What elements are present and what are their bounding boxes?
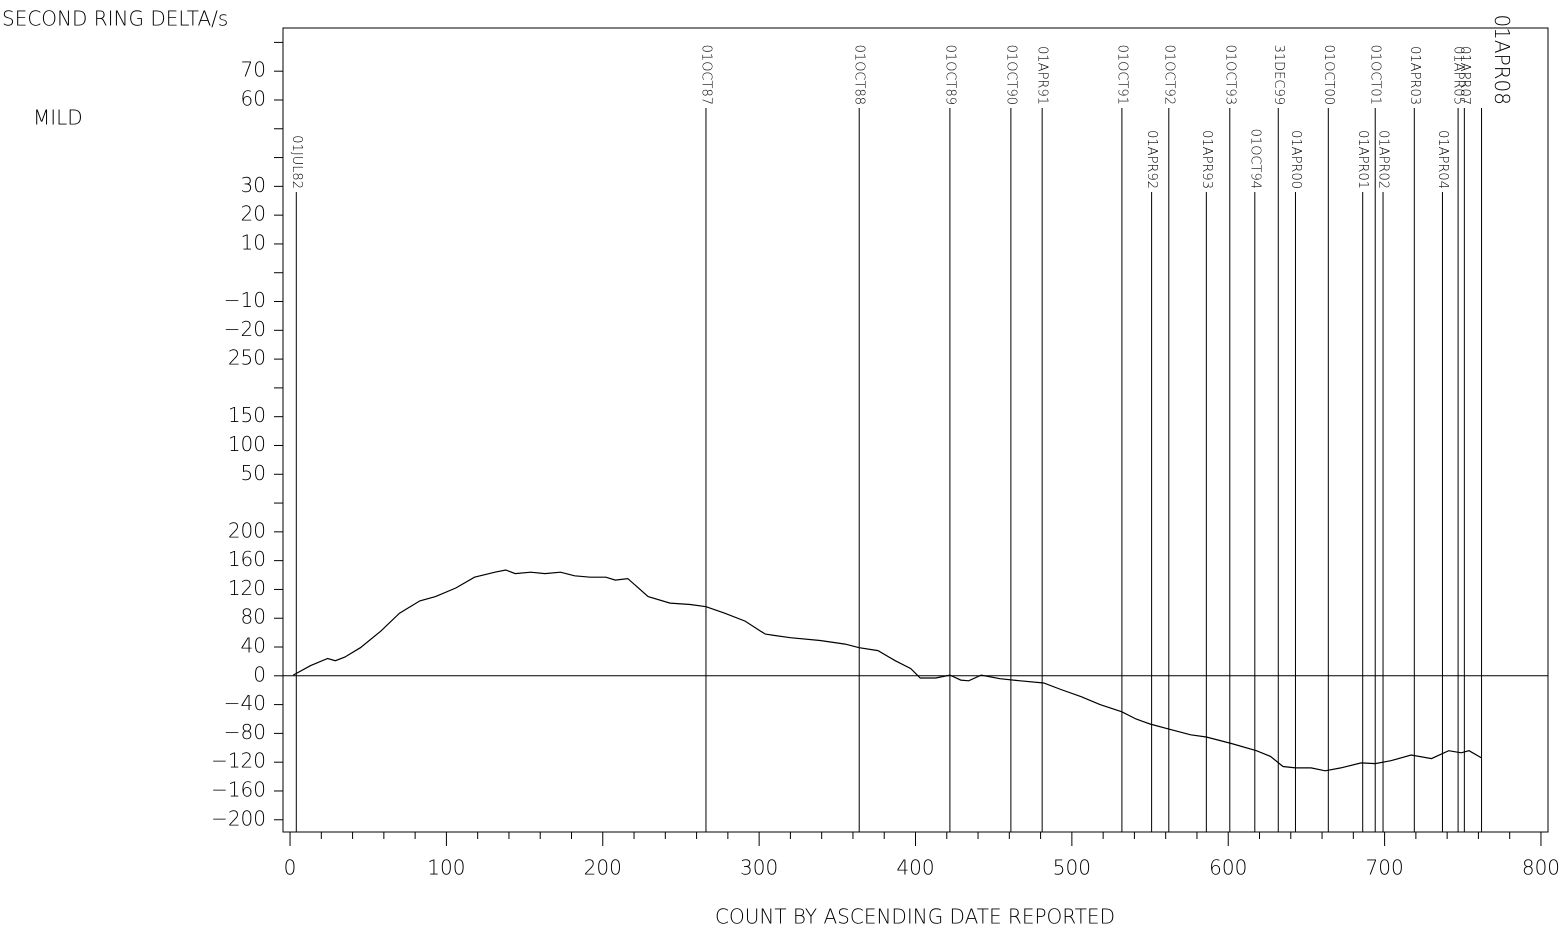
event-label: 01OCT93 bbox=[1222, 45, 1237, 105]
x-tick-label: 300 bbox=[740, 856, 778, 880]
event-label: 01APR05 bbox=[1451, 46, 1466, 105]
y-tick-label: −80 bbox=[224, 720, 266, 744]
event-label: 01APR00 bbox=[1288, 130, 1303, 189]
event-label: 01OCT91 bbox=[1114, 45, 1129, 105]
x-tick-label: 200 bbox=[584, 856, 622, 880]
y-tick-label: 100 bbox=[228, 432, 266, 456]
event-label: 01OCT92 bbox=[1161, 45, 1176, 105]
y-tick-label: 40 bbox=[241, 634, 266, 658]
event-label: 01OCT88 bbox=[852, 45, 867, 105]
event-label: 01APR07 bbox=[1457, 46, 1472, 105]
event-label: 31DEC99 bbox=[1271, 45, 1286, 105]
event-label: 01OCT00 bbox=[1321, 45, 1336, 105]
y-tick-label: −200 bbox=[211, 806, 266, 830]
y-tick-label: 60 bbox=[241, 86, 266, 110]
y-tick-label: 120 bbox=[228, 576, 266, 600]
y-tick-label: 150 bbox=[228, 403, 266, 427]
event-label: 01OCT87 bbox=[698, 45, 713, 105]
event-label: 01APR04 bbox=[1435, 130, 1450, 189]
x-tick-label: 400 bbox=[896, 856, 934, 880]
x-axis-label: COUNT BY ASCENDING DATE REPORTED bbox=[715, 905, 1115, 929]
y-tick-label: −160 bbox=[211, 777, 266, 801]
x-tick-label: 600 bbox=[1209, 856, 1247, 880]
y-tick-label: 250 bbox=[228, 346, 266, 370]
x-tick-label: 100 bbox=[427, 856, 465, 880]
y-tick-label: 0 bbox=[253, 662, 266, 686]
y-tick-label: 10 bbox=[241, 230, 266, 254]
x-tick-label: 800 bbox=[1522, 856, 1560, 880]
y-tick-label: 70 bbox=[241, 58, 266, 82]
y-tick-label: 80 bbox=[241, 605, 266, 629]
event-label: 01APR01 bbox=[1355, 130, 1370, 189]
y-tick-label: 160 bbox=[228, 547, 266, 571]
x-tick-label: 700 bbox=[1366, 856, 1404, 880]
event-label: 01OCT90 bbox=[1003, 45, 1018, 105]
event-label: 01APR92 bbox=[1144, 130, 1159, 189]
data-line bbox=[292, 569, 1482, 772]
y-tick-label: −20 bbox=[224, 317, 266, 341]
event-label: 01OCT89 bbox=[942, 45, 957, 105]
y-tick-label: −40 bbox=[224, 691, 266, 715]
event-label: 01APR93 bbox=[1199, 130, 1214, 189]
x-tick-label: 500 bbox=[1053, 856, 1091, 880]
y-tick-label: −120 bbox=[211, 749, 266, 773]
event-label: 01APR02 bbox=[1376, 130, 1391, 189]
event-label: 01APR08 bbox=[1490, 14, 1514, 105]
y-tick-label: 30 bbox=[241, 173, 266, 197]
y-tick-label: −10 bbox=[224, 288, 266, 312]
event-label: 01JUL82 bbox=[289, 135, 304, 189]
chart-title: SECOND RING DELTA/s bbox=[2, 7, 228, 31]
y-tick-label: 50 bbox=[241, 461, 266, 485]
subtitle: MILD bbox=[33, 106, 83, 130]
y-tick-label: 200 bbox=[228, 518, 266, 542]
event-label: 01OCT01 bbox=[1368, 45, 1383, 105]
y-tick-label: 20 bbox=[241, 202, 266, 226]
event-label: 01OCT94 bbox=[1247, 129, 1262, 189]
event-label: 01APR91 bbox=[1035, 46, 1050, 105]
event-label: 01APR03 bbox=[1407, 46, 1422, 105]
x-tick-label: 0 bbox=[284, 856, 297, 880]
